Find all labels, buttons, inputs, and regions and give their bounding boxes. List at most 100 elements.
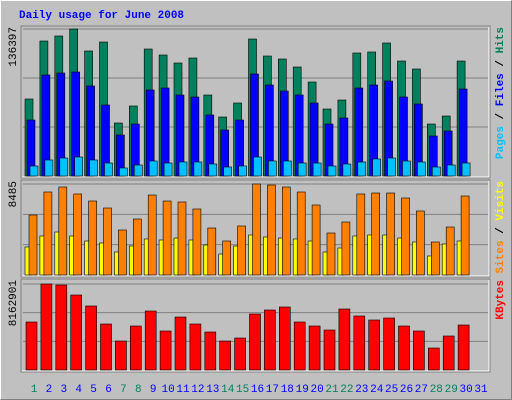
- bar: [103, 207, 112, 276]
- bar: [177, 201, 187, 276]
- bar: [88, 200, 97, 276]
- x-tick-label: 24: [370, 384, 384, 396]
- legend: Sites / Visits: [495, 181, 507, 273]
- x-tick-label: 28: [430, 384, 443, 396]
- x-tick-label: 18: [281, 384, 294, 396]
- bar: [40, 283, 53, 371]
- x-tick-label: 2: [46, 384, 53, 396]
- bar: [193, 161, 203, 177]
- bar: [43, 191, 53, 276]
- bar: [74, 156, 83, 177]
- x-tick-label: 27: [415, 384, 428, 396]
- x-tick-label: 6: [105, 384, 112, 396]
- bar: [100, 323, 112, 371]
- bar: [312, 162, 322, 177]
- bar: [238, 165, 247, 177]
- bar: [70, 294, 82, 371]
- x-tick-label: 21: [325, 384, 339, 396]
- legend-entry: Visits: [495, 181, 507, 221]
- bar: [323, 329, 336, 371]
- x-tick-label: 11: [176, 384, 190, 396]
- bar: [207, 227, 217, 276]
- legend: Pages / Files / Hits: [495, 27, 507, 159]
- bar: [237, 225, 246, 276]
- bar: [326, 232, 336, 276]
- bar: [29, 165, 39, 177]
- bar: [58, 186, 68, 276]
- bar: [386, 192, 395, 276]
- bar: [147, 194, 157, 276]
- bar: [130, 325, 142, 371]
- bar: [115, 340, 127, 371]
- bar: [249, 313, 261, 371]
- bar: [264, 309, 276, 371]
- bar: [431, 166, 441, 177]
- x-tick-label: 30: [459, 384, 472, 396]
- bar: [368, 319, 381, 371]
- bar: [457, 324, 470, 371]
- bar: [163, 162, 173, 177]
- bar: [338, 308, 351, 371]
- bar: [413, 330, 425, 371]
- x-tick-label: 8: [135, 384, 142, 396]
- x-tick-label: 19: [296, 384, 309, 396]
- x-tick-label: 14: [221, 384, 235, 396]
- x-tick-label: 23: [355, 384, 368, 396]
- panel-bevel: [22, 27, 490, 178]
- x-tick-label: 22: [340, 384, 353, 396]
- x-tick-label: 16: [251, 384, 264, 396]
- x-tick-label: 29: [445, 384, 458, 396]
- bar: [267, 184, 276, 276]
- bar: [371, 192, 381, 276]
- bar: [25, 321, 38, 371]
- y-tick-label: 8485: [8, 181, 20, 207]
- bar: [189, 323, 202, 371]
- bar: [234, 337, 246, 371]
- x-tick-label: 1: [31, 384, 38, 396]
- bar: [401, 197, 410, 276]
- x-tick-label: 26: [400, 384, 413, 396]
- x-tick-label: 9: [150, 384, 157, 396]
- bar: [174, 316, 187, 371]
- bar: [442, 335, 455, 371]
- bar: [402, 160, 411, 177]
- x-tick-label: 5: [90, 384, 97, 396]
- bar: [208, 163, 218, 177]
- legend-separator: /: [495, 106, 507, 126]
- bar: [223, 166, 232, 177]
- panel-bevel: [22, 280, 490, 372]
- bar: [282, 160, 292, 177]
- bar: [446, 164, 456, 177]
- legend-entry: Hits: [495, 27, 507, 53]
- bar: [133, 218, 142, 276]
- bar: [383, 317, 395, 371]
- bar: [341, 221, 351, 276]
- bar: [59, 157, 69, 177]
- bar: [327, 165, 337, 177]
- x-tick-label: 13: [206, 384, 219, 396]
- bar: [253, 156, 262, 177]
- bar: [192, 208, 202, 276]
- bar: [55, 284, 68, 371]
- x-tick-label: 17: [266, 384, 279, 396]
- bar: [461, 162, 471, 177]
- bar: [278, 306, 291, 371]
- bar: [387, 157, 396, 177]
- bar: [357, 161, 367, 177]
- bar: [118, 229, 127, 276]
- bar: [297, 162, 307, 177]
- bar: [356, 193, 366, 276]
- bar: [293, 321, 306, 371]
- bar: [445, 226, 455, 276]
- bar: [162, 200, 172, 276]
- bar: [268, 160, 277, 177]
- bar: [416, 210, 425, 276]
- bar: [460, 195, 470, 276]
- bar: [204, 331, 217, 371]
- bar: [430, 241, 440, 276]
- bar: [281, 186, 291, 276]
- bar: [85, 305, 97, 371]
- bar: [159, 330, 172, 371]
